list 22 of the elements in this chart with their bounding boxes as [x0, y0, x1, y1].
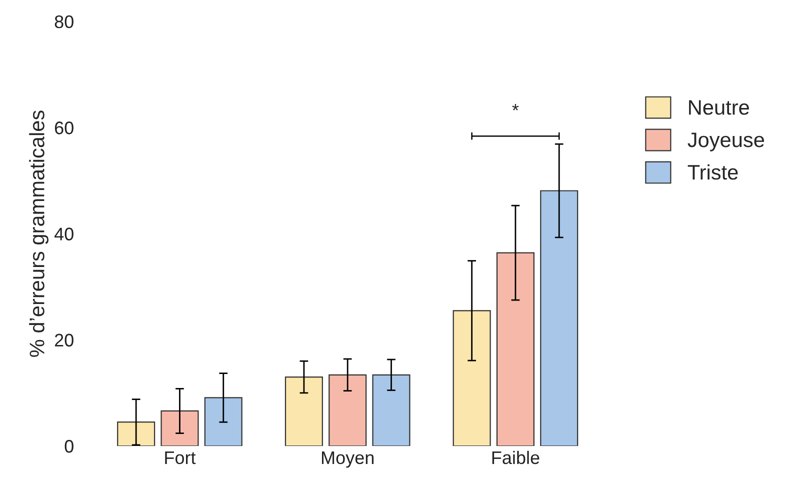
legend-label: Triste: [688, 164, 738, 180]
bar: [328, 374, 367, 446]
bar: [284, 376, 323, 446]
bar: [204, 397, 242, 446]
bar: [540, 190, 578, 446]
x-tick-label: Moyen: [322, 452, 374, 468]
bar: [452, 310, 491, 446]
bar: [160, 410, 199, 446]
y-tick-label: 40: [54, 228, 74, 240]
bar: [372, 374, 410, 446]
legend-label: Neutre: [689, 100, 749, 115]
x-tick-label: Fort: [165, 452, 196, 464]
bar: [496, 252, 534, 446]
legend-label: Joyeuse: [688, 132, 764, 152]
y-tick-label: 80: [54, 15, 74, 28]
x-tick-label: Faible: [492, 450, 540, 464]
bar: [117, 422, 156, 446]
y-tick-label: 0: [64, 440, 74, 453]
y-tick-label: 20: [54, 334, 74, 347]
y-axis-title: % d’erreurs grammaticales: [29, 110, 48, 357]
y-tick-label: 60: [54, 122, 74, 134]
annotation: *: [512, 104, 519, 110]
